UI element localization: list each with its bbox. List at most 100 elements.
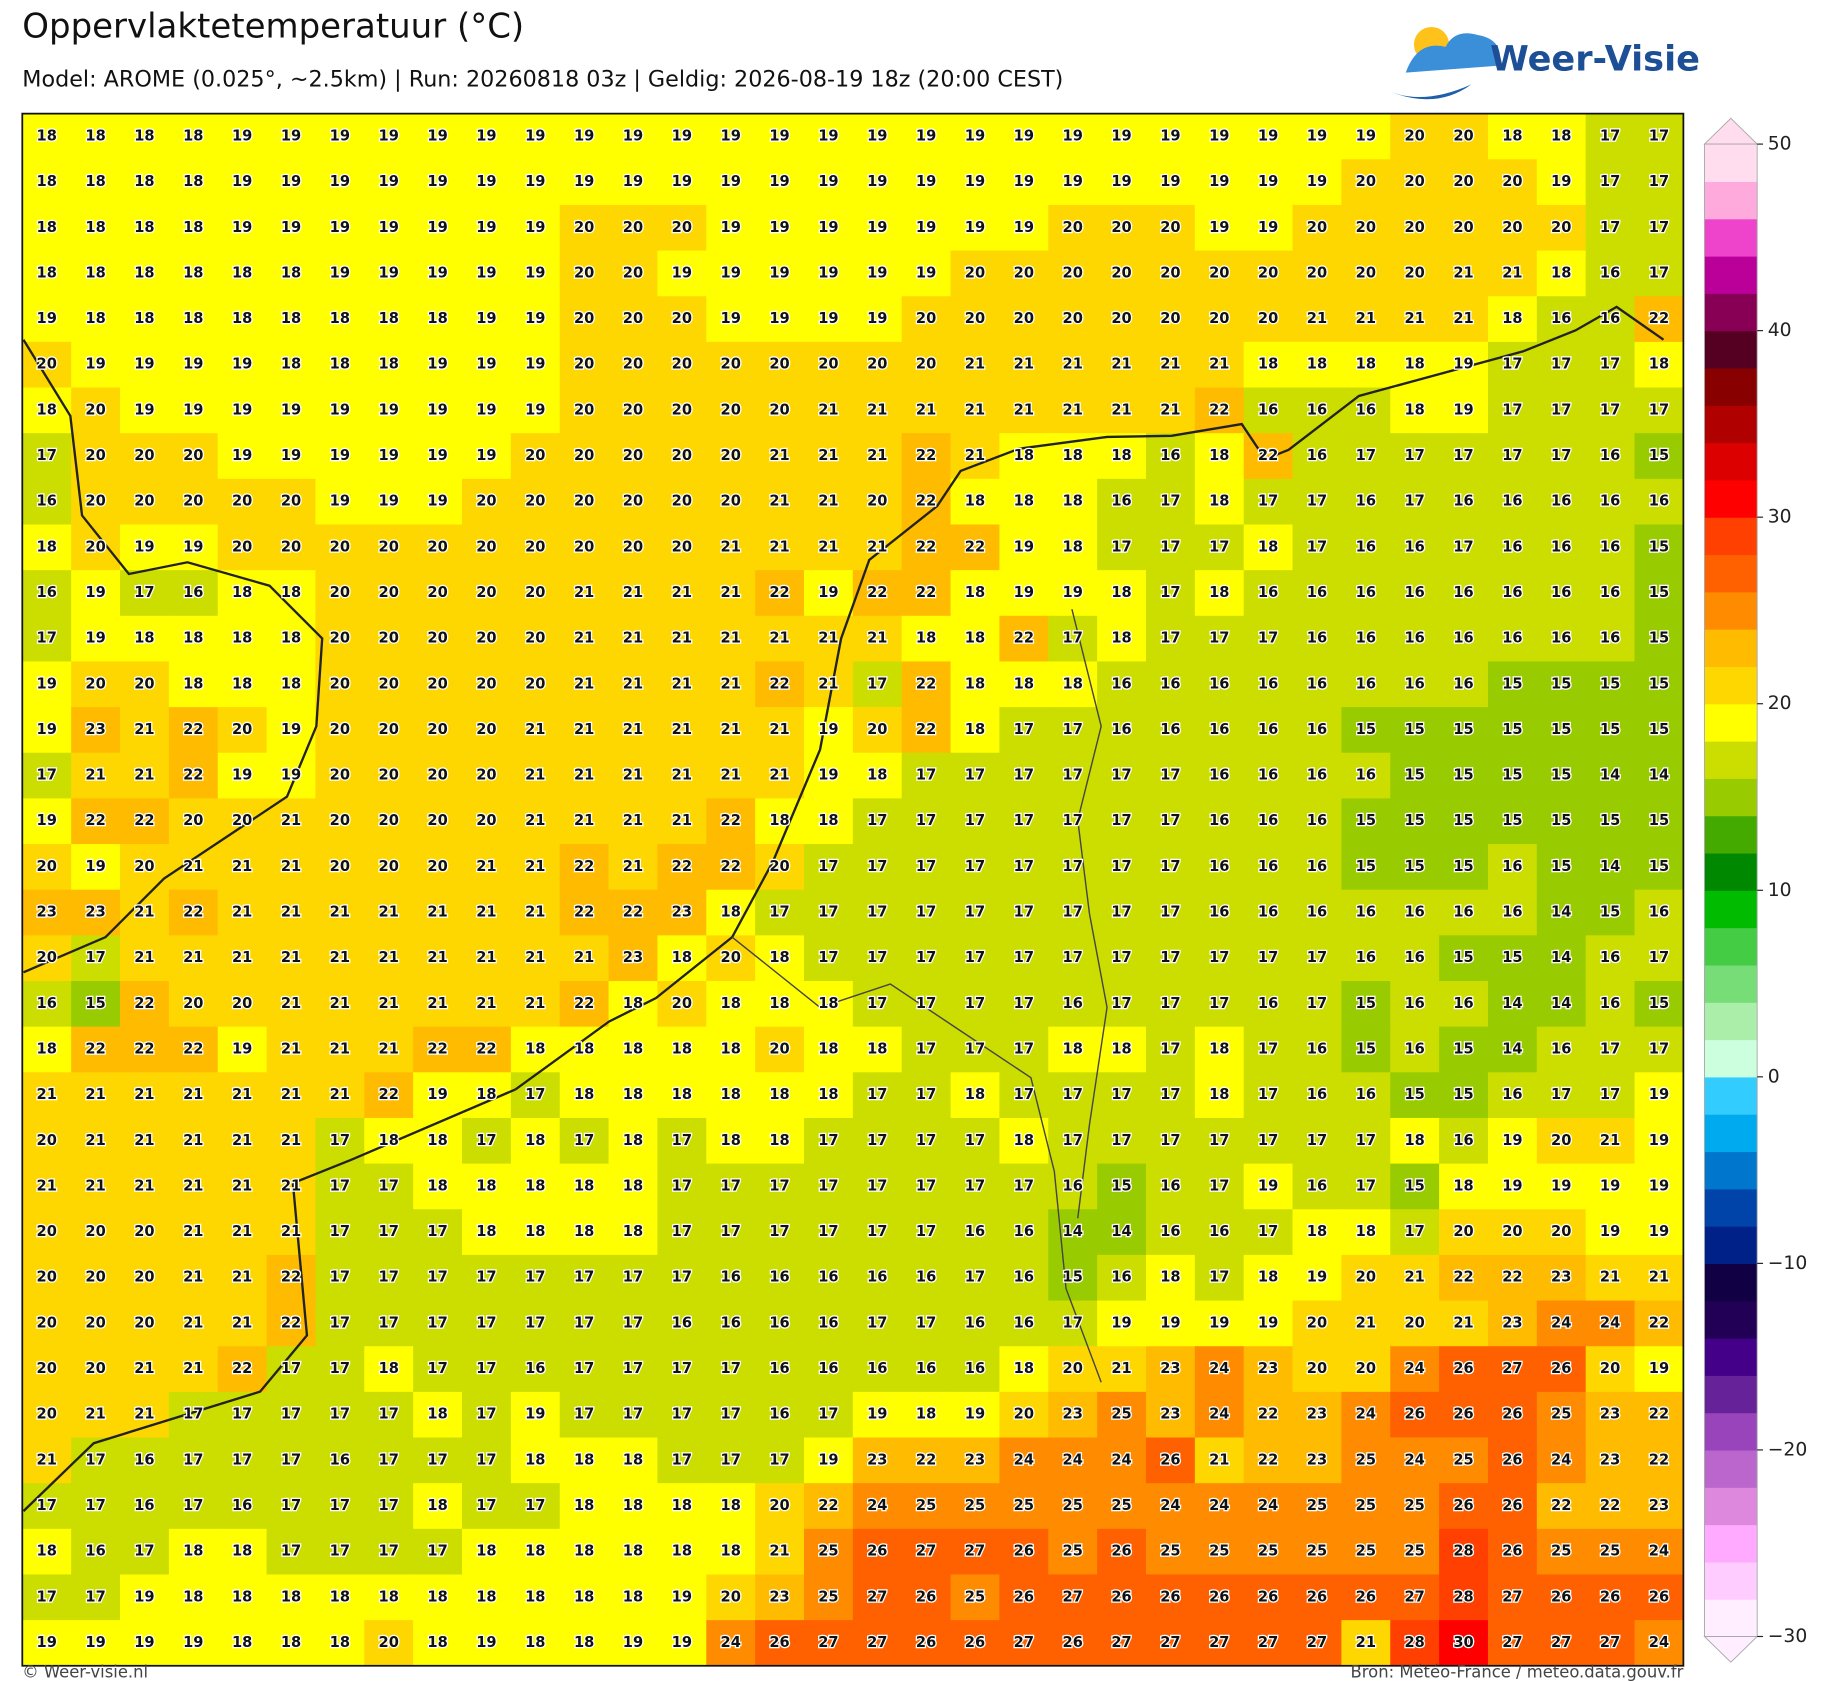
temp-cell <box>364 1574 414 1621</box>
temp-cell <box>1390 113 1440 160</box>
temp-label: 17 <box>965 767 985 784</box>
temp-label: 19 <box>1014 127 1034 144</box>
temp-cell <box>755 296 805 343</box>
temp-label: 21 <box>330 949 350 966</box>
temp-label: 19 <box>37 812 57 829</box>
temp-label: 19 <box>476 447 496 464</box>
temp-cell <box>950 341 1000 389</box>
temp-label: 19 <box>134 356 154 373</box>
temp-cell <box>559 752 610 799</box>
temp-label: 16 <box>1307 584 1327 601</box>
temp-label: 15 <box>1600 812 1620 829</box>
temp-label: 17 <box>818 904 838 921</box>
temp-label: 18 <box>476 1223 496 1240</box>
temp-label: 16 <box>1356 493 1376 510</box>
temp-label: 17 <box>1307 1132 1327 1149</box>
temp-label: 22 <box>1600 1497 1620 1514</box>
temp-label: 24 <box>1014 1451 1034 1468</box>
temp-cell <box>510 1163 561 1210</box>
temp-label: 17 <box>1063 812 1083 829</box>
temp-cell <box>413 1620 463 1667</box>
temp-cell <box>755 1620 805 1667</box>
temp-cell <box>1390 1346 1440 1393</box>
temp-label: 17 <box>1111 1132 1131 1149</box>
colorbar-bin <box>1704 330 1758 369</box>
temp-label: 15 <box>1502 812 1522 829</box>
temp-cell <box>559 935 610 982</box>
temp-cell <box>1487 113 1538 160</box>
temp-label: 26 <box>1307 1588 1327 1605</box>
temp-cell <box>1536 433 1587 480</box>
temp-label: 17 <box>1258 1040 1278 1057</box>
temp-label: 16 <box>1405 538 1425 555</box>
temp-cell <box>852 1072 903 1119</box>
temp-label: 17 <box>1307 493 1327 510</box>
temp-label: 17 <box>1551 1086 1571 1103</box>
temp-label: 21 <box>281 1040 301 1057</box>
temp-label: 20 <box>134 675 154 692</box>
temp-label: 17 <box>1160 584 1180 601</box>
temp-cell <box>120 1117 170 1165</box>
temp-cell <box>852 1620 903 1667</box>
temp-cell <box>364 661 414 708</box>
temp-label: 21 <box>330 995 350 1012</box>
temp-label: 16 <box>1209 675 1229 692</box>
temp-label: 20 <box>1111 310 1131 327</box>
temp-label: 17 <box>476 1406 496 1423</box>
temp-label: 25 <box>965 1588 985 1605</box>
temp-cell <box>803 1483 854 1530</box>
temp-cell <box>852 1254 903 1302</box>
temp-cell <box>950 1437 1000 1484</box>
temp-label: 24 <box>1209 1497 1229 1514</box>
temp-label: 19 <box>1209 173 1229 190</box>
temp-cell <box>1341 341 1391 389</box>
temp-label: 18 <box>427 1132 447 1149</box>
temp-label: 16 <box>721 1269 741 1286</box>
temp-label: 20 <box>134 1223 154 1240</box>
temp-label: 16 <box>1014 1314 1034 1331</box>
temp-cell <box>120 570 170 617</box>
temp-cell <box>852 296 903 343</box>
temp-cell <box>1292 1254 1342 1302</box>
temp-cell <box>461 844 512 891</box>
temp-cell <box>1292 387 1342 434</box>
temp-label: 16 <box>1502 904 1522 921</box>
temp-label: 18 <box>721 1086 741 1103</box>
temp-label: 18 <box>1063 1040 1083 1057</box>
temp-cell <box>1145 1300 1196 1347</box>
temp-label: 18 <box>1258 356 1278 373</box>
temp-cell <box>803 341 854 389</box>
temp-label: 20 <box>769 858 789 875</box>
temp-label: 20 <box>769 1040 789 1057</box>
temp-cell <box>510 1528 561 1576</box>
temp-label: 18 <box>1209 447 1229 464</box>
temp-label: 17 <box>1356 1177 1376 1194</box>
temp-cell <box>803 798 854 845</box>
temp-label: 21 <box>623 584 643 601</box>
temp-cell <box>364 798 414 845</box>
temp-cell <box>803 1574 854 1621</box>
colorbar-tick-label: 40 <box>1768 320 1792 341</box>
temp-cell <box>1243 341 1294 389</box>
temp-cell <box>315 889 365 936</box>
temp-label: 20 <box>1258 310 1278 327</box>
temp-label: 19 <box>85 858 105 875</box>
temp-cell <box>657 752 707 799</box>
temp-label: 24 <box>1649 1543 1669 1560</box>
temp-cell <box>608 250 659 297</box>
temp-label: 17 <box>232 1406 252 1423</box>
temp-label: 18 <box>379 1360 399 1377</box>
temp-label: 21 <box>281 1132 301 1149</box>
temp-cell <box>559 844 610 891</box>
temp-cell <box>706 1620 756 1667</box>
temp-label: 21 <box>134 767 154 784</box>
temp-label: 18 <box>232 1588 252 1605</box>
temp-cell <box>461 752 512 799</box>
temp-cell <box>1390 615 1440 663</box>
temp-label: 18 <box>1502 127 1522 144</box>
temp-label: 16 <box>330 1451 350 1468</box>
temp-label: 18 <box>1356 356 1376 373</box>
temp-label: 19 <box>672 264 692 281</box>
temp-cell <box>706 387 756 434</box>
temp-cell <box>608 387 659 434</box>
